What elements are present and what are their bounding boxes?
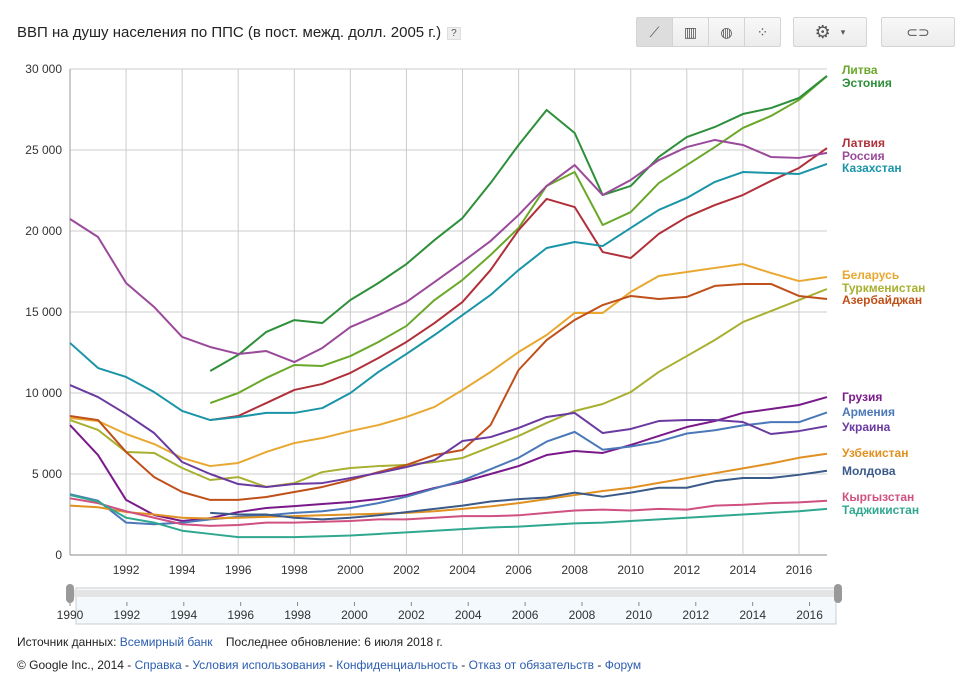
slider-tick-label: 2012	[682, 608, 709, 622]
forum-link[interactable]: Форум	[604, 658, 642, 672]
series-line-11	[69, 452, 828, 520]
series-label: Молдова	[842, 464, 896, 478]
slider-tick-label: 2014	[739, 608, 766, 622]
slider-end-handle[interactable]	[834, 584, 842, 603]
series-line-4	[69, 162, 828, 422]
help-button[interactable]: ?	[447, 26, 461, 40]
copyright: © Google Inc., 2014	[17, 658, 124, 672]
series-label: Казахстан	[842, 161, 902, 175]
slider-tick-label: 2002	[398, 608, 425, 622]
source-line: Источник данных: Всемирный банк Последне…	[17, 635, 443, 649]
x-tick-label: 2006	[505, 563, 532, 577]
terms-link[interactable]: Условия использования	[192, 658, 326, 672]
x-tick-label: 1998	[281, 563, 308, 577]
slider-tick-label: 2010	[626, 608, 653, 622]
series-label: Эстония	[842, 76, 892, 90]
last-updated: Последнее обновление: 6 июля 2018 г.	[225, 635, 443, 649]
x-tick-label: 1992	[113, 563, 140, 577]
series-label: Латвия	[842, 136, 885, 150]
x-tick-label: 2000	[337, 563, 364, 577]
x-tick-label: 2012	[673, 563, 700, 577]
x-tick-label: 1994	[169, 563, 196, 577]
series-label: Литва	[842, 63, 878, 77]
x-tick-label: 2008	[561, 563, 588, 577]
slider-tick-label: 1996	[227, 608, 254, 622]
series-label: Беларусь	[842, 268, 899, 282]
series-label: Украина	[842, 420, 891, 434]
y-tick-label: 20 000	[25, 224, 62, 238]
series-line-7	[69, 282, 828, 501]
series-line-10	[69, 384, 828, 488]
series-line-1	[209, 75, 828, 372]
settings-button[interactable]: ⚙ ▾	[793, 17, 867, 47]
series-line-9	[69, 411, 828, 526]
series-label: Таджикистан	[842, 503, 919, 517]
slider-tick-label: 2008	[569, 608, 596, 622]
series-label: Россия	[842, 149, 885, 163]
x-tick-label: 2016	[786, 563, 813, 577]
x-tick-label: 2010	[617, 563, 644, 577]
slider-start-handle[interactable]	[66, 584, 74, 603]
footer-links: © Google Inc., 2014 - Справка - Условия …	[17, 658, 642, 672]
series-label: Азербайджан	[842, 293, 922, 307]
series-label: Грузия	[842, 390, 882, 404]
y-tick-label: 5 000	[32, 467, 62, 481]
bar-chart-icon[interactable]: ▥	[673, 18, 709, 46]
slider-tick-label: 1990	[57, 608, 84, 622]
slider-tick-label: 1992	[114, 608, 141, 622]
slider-tick-label: 1998	[284, 608, 311, 622]
help-link[interactable]: Справка	[134, 658, 182, 672]
y-tick-label: 0	[55, 548, 62, 562]
chart-title: ВВП на душу населения по ППС (в пост. ме…	[17, 24, 461, 41]
y-tick-label: 30 000	[25, 62, 62, 76]
link-button[interactable]: ⊂⊃	[881, 17, 955, 47]
x-tick-label: 2014	[730, 563, 757, 577]
series-label: Кыргызстан	[842, 490, 914, 504]
x-tick-label: 1996	[225, 563, 252, 577]
x-tick-label: 2002	[393, 563, 420, 577]
series-line-6	[69, 288, 828, 488]
source-link[interactable]: Всемирный банк	[119, 635, 213, 649]
slider-tick-label: 2006	[512, 608, 539, 622]
series-line-14	[69, 494, 828, 539]
series-line-13	[69, 497, 828, 527]
scatter-icon[interactable]: ⁘	[756, 23, 769, 40]
series-line-3	[69, 138, 828, 364]
line-chart-icon[interactable]: ⟋	[637, 18, 673, 46]
slider-tick-label: 1994	[170, 608, 197, 622]
time-range-track	[70, 590, 838, 597]
slider-tick-label: 2016	[796, 608, 823, 622]
link-icon: ⊂⊃	[906, 23, 930, 40]
y-tick-label: 10 000	[25, 386, 62, 400]
series-line-12	[210, 469, 828, 521]
y-tick-label: 15 000	[25, 305, 62, 319]
series-label: Армения	[842, 405, 895, 419]
slider-tick-label: 2000	[341, 608, 368, 622]
series-label: Узбекистан	[842, 446, 908, 460]
x-tick-label: 2004	[449, 563, 476, 577]
globe-icon[interactable]: ◍	[709, 18, 745, 46]
y-tick-label: 25 000	[25, 143, 62, 157]
title-text: ВВП на душу населения по ППС (в пост. ме…	[17, 24, 442, 41]
chart-type-toolbar: ⟋ ▥ ◍ ⁘	[636, 17, 781, 47]
series-line-2	[210, 147, 828, 422]
gear-icon: ⚙ ▾	[814, 21, 846, 42]
source-label: Источник данных:	[17, 635, 117, 649]
series-line-5	[69, 263, 828, 468]
privacy-link[interactable]: Конфиденциальность	[336, 658, 458, 672]
disclaimer-link[interactable]: Отказ от обязательств	[468, 658, 595, 672]
slider-tick-label: 2004	[455, 608, 482, 622]
series-label: Туркменистан	[842, 281, 925, 295]
